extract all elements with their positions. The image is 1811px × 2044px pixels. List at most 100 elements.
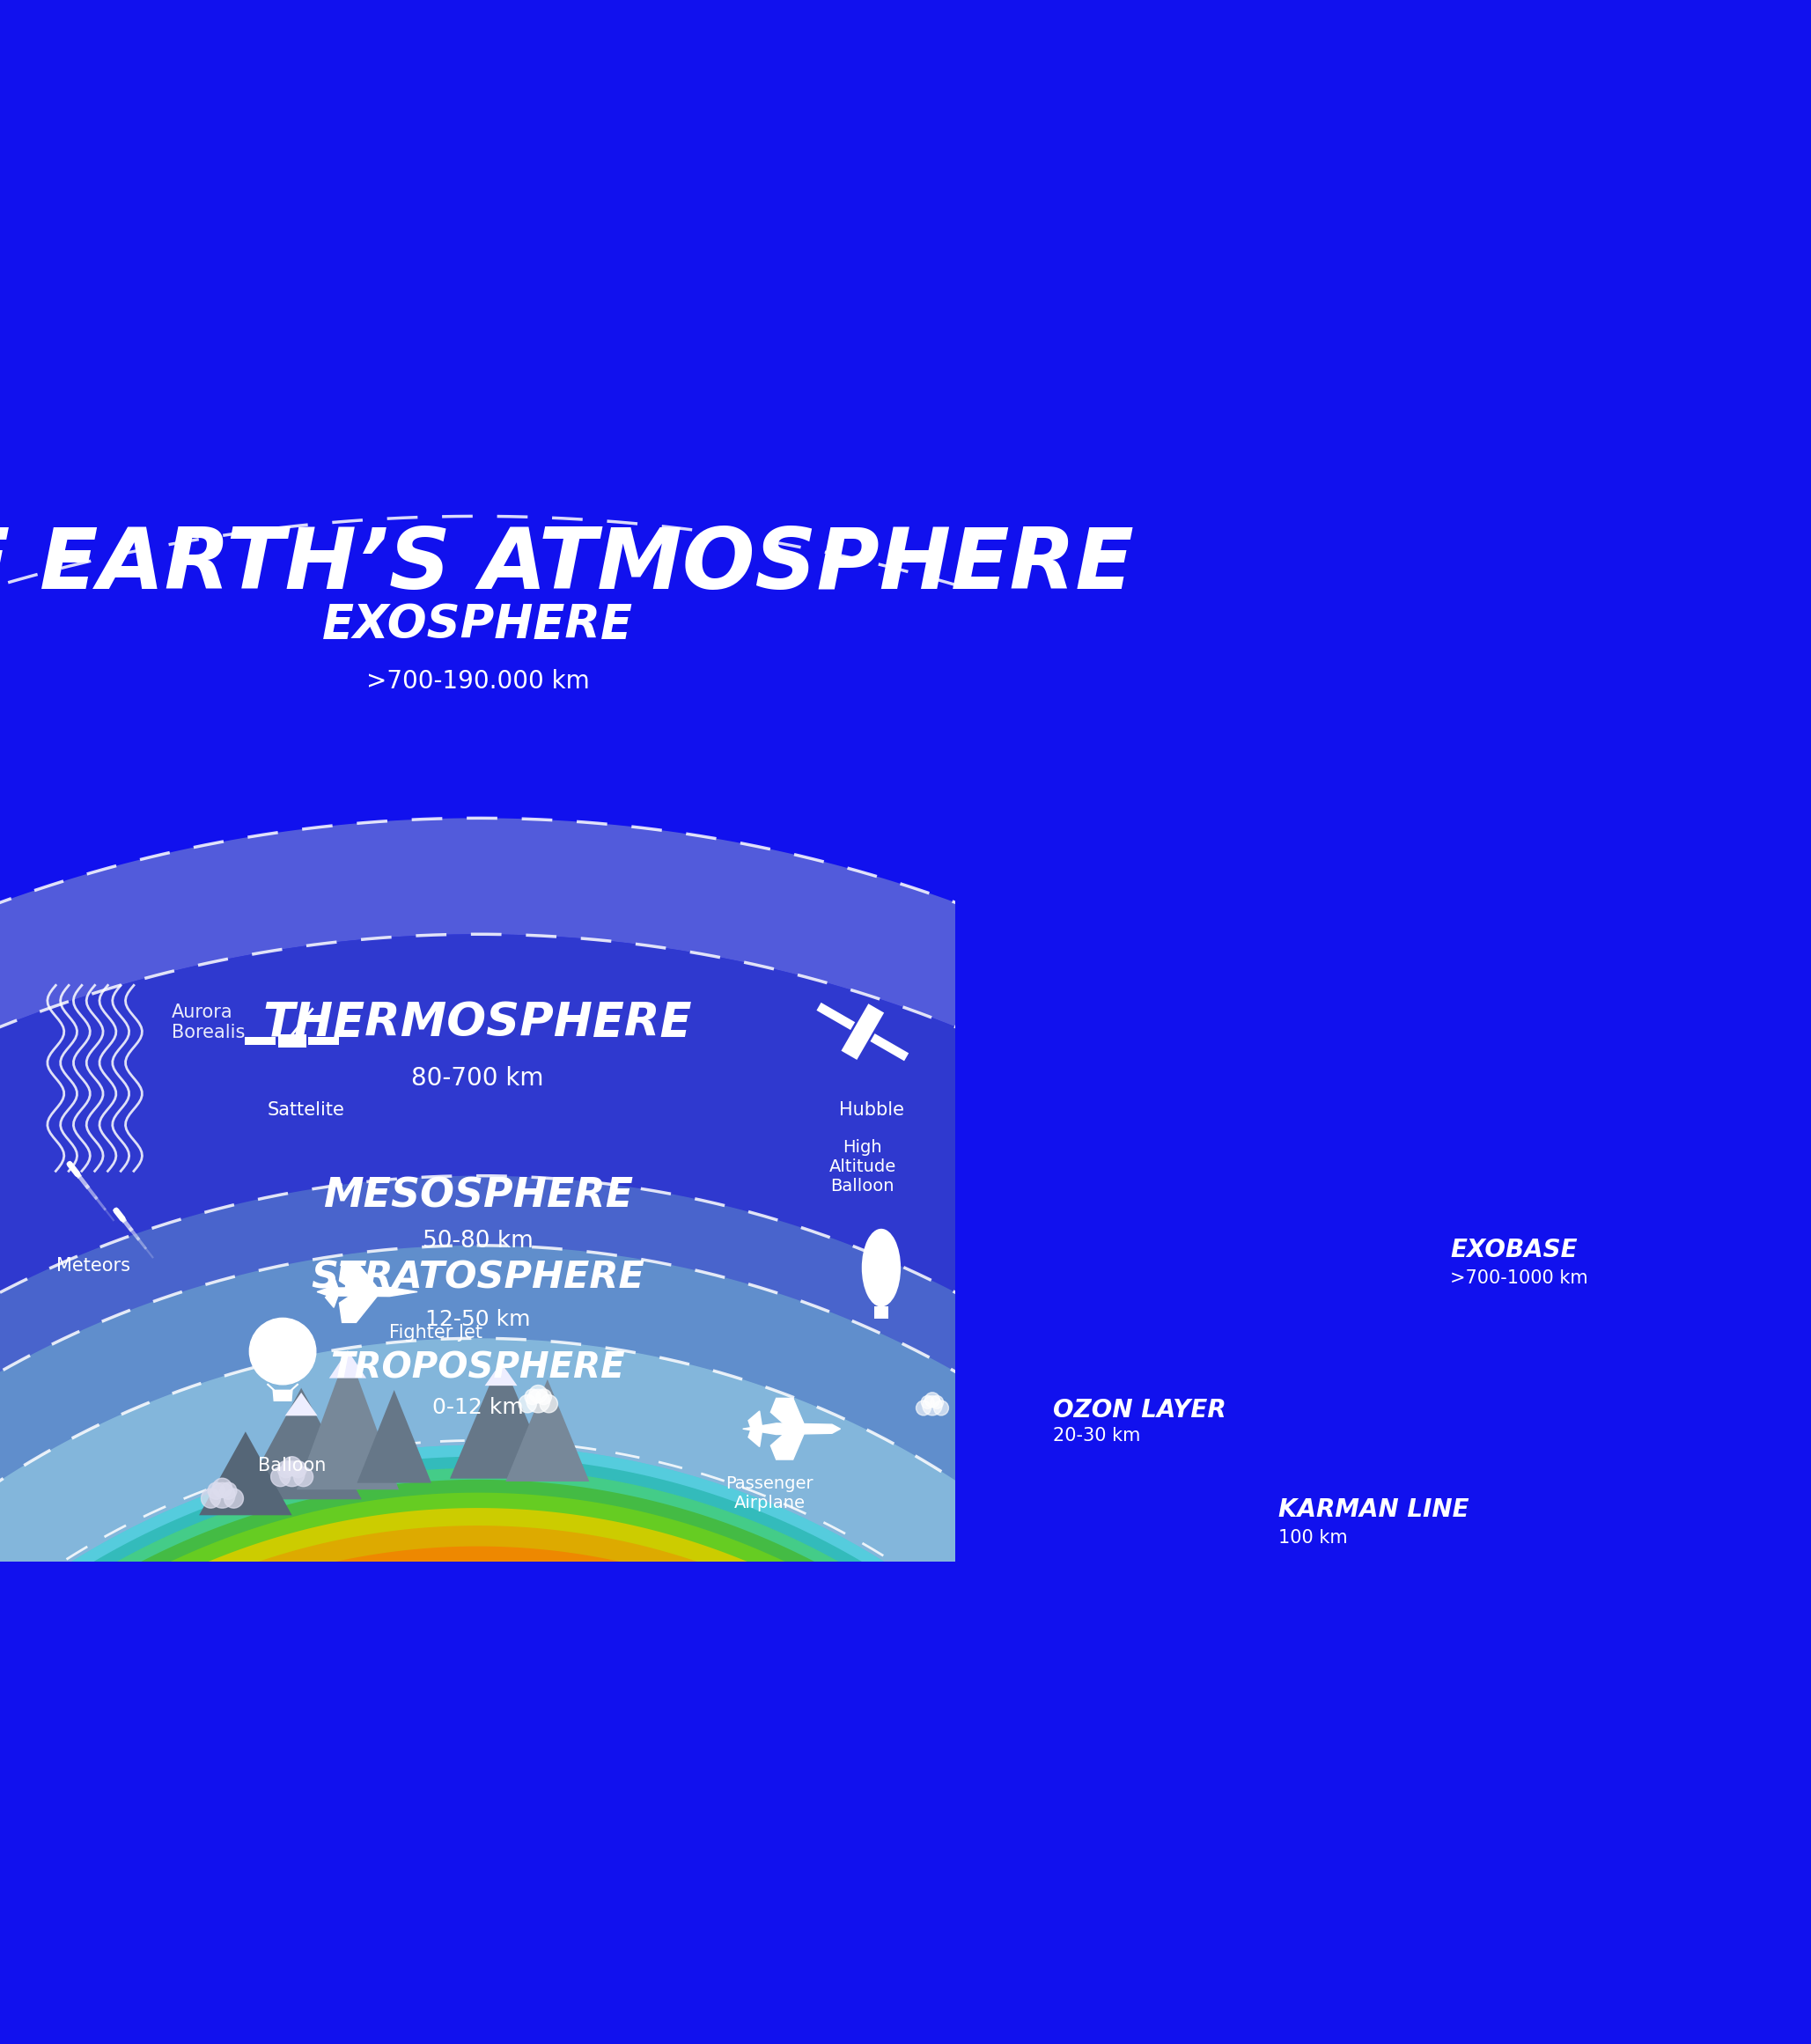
Polygon shape — [771, 1433, 804, 1459]
Text: 20-30 km: 20-30 km — [1054, 1427, 1141, 1445]
Polygon shape — [339, 1292, 378, 1322]
Circle shape — [898, 2013, 916, 2032]
Text: THERMOSPHERE: THERMOSPHERE — [263, 1000, 692, 1044]
Circle shape — [208, 1482, 225, 1500]
Circle shape — [47, 1844, 65, 1860]
Text: 0-12 km: 0-12 km — [433, 1398, 523, 1419]
Circle shape — [922, 1396, 942, 1414]
Circle shape — [212, 1478, 232, 1498]
Polygon shape — [284, 1392, 317, 1416]
Circle shape — [210, 1482, 235, 1508]
Circle shape — [906, 2007, 920, 2024]
Circle shape — [525, 1390, 540, 1404]
Polygon shape — [0, 1457, 1244, 2044]
Text: KARMAN LINE: KARMAN LINE — [1279, 1498, 1469, 1523]
Polygon shape — [317, 1288, 417, 1296]
Polygon shape — [357, 1390, 431, 1482]
Circle shape — [272, 1468, 290, 1486]
Polygon shape — [842, 1004, 884, 1059]
Polygon shape — [241, 1388, 362, 1500]
Circle shape — [529, 1386, 547, 1402]
Polygon shape — [339, 1261, 378, 1292]
Circle shape — [934, 1400, 949, 1414]
Polygon shape — [0, 934, 1755, 2044]
Circle shape — [38, 1836, 54, 1852]
Polygon shape — [330, 1351, 366, 1378]
Polygon shape — [0, 1576, 1244, 2044]
Circle shape — [63, 1737, 81, 1756]
Circle shape — [85, 1737, 105, 1756]
Polygon shape — [449, 1357, 552, 1478]
Circle shape — [931, 1396, 944, 1408]
Text: MESOSPHERE: MESOSPHERE — [322, 1177, 632, 1216]
Text: Fighter Jet: Fighter Jet — [389, 1325, 482, 1343]
Polygon shape — [308, 1036, 339, 1044]
Circle shape — [922, 1396, 934, 1408]
Circle shape — [290, 1461, 306, 1478]
Polygon shape — [0, 1508, 1244, 2044]
Text: 50-80 km: 50-80 km — [422, 1228, 532, 1253]
Circle shape — [81, 1729, 98, 1748]
Circle shape — [69, 1729, 87, 1748]
Text: EXOBASE: EXOBASE — [1451, 1239, 1577, 1263]
Polygon shape — [743, 1423, 840, 1435]
Polygon shape — [0, 1339, 1351, 2044]
Circle shape — [925, 1392, 940, 1406]
Polygon shape — [0, 1445, 1244, 2044]
Text: STRATOSPHERE: STRATOSPHERE — [311, 1259, 645, 1296]
Circle shape — [29, 1844, 45, 1860]
Polygon shape — [277, 1034, 306, 1047]
Text: >700-1000 km: >700-1000 km — [1451, 1269, 1588, 1286]
Polygon shape — [0, 1468, 1244, 2044]
Circle shape — [201, 1488, 221, 1508]
Text: >700-190.000 km: >700-190.000 km — [366, 668, 589, 693]
Polygon shape — [871, 1034, 909, 1061]
Polygon shape — [771, 1398, 804, 1425]
Polygon shape — [326, 1292, 339, 1308]
Circle shape — [277, 1461, 295, 1478]
Polygon shape — [0, 1492, 1244, 2044]
Circle shape — [907, 2007, 931, 2032]
Polygon shape — [199, 1431, 292, 1515]
Polygon shape — [297, 1351, 398, 1490]
Circle shape — [540, 1394, 558, 1412]
Circle shape — [250, 1318, 315, 1384]
Text: 80-700 km: 80-700 km — [411, 1065, 543, 1091]
Circle shape — [45, 1840, 58, 1854]
Circle shape — [225, 1488, 243, 1508]
Circle shape — [71, 1731, 96, 1756]
Polygon shape — [875, 1306, 887, 1318]
Circle shape — [536, 1390, 552, 1404]
Circle shape — [279, 1461, 304, 1486]
Polygon shape — [748, 1410, 762, 1429]
Text: Hubble: Hubble — [838, 1102, 904, 1118]
Circle shape — [518, 1394, 536, 1412]
Polygon shape — [272, 1390, 293, 1402]
Circle shape — [909, 2003, 927, 2022]
Polygon shape — [326, 1275, 339, 1292]
Circle shape — [920, 2013, 938, 2032]
Text: High
Altitude
Balloon: High Altitude Balloon — [829, 1139, 896, 1194]
Text: 12-50 km: 12-50 km — [426, 1308, 531, 1331]
Text: Aurora
Borealis: Aurora Borealis — [172, 1004, 244, 1042]
Circle shape — [916, 1400, 931, 1414]
Circle shape — [36, 1840, 58, 1860]
Text: THE EARTH’S ATMOSPHERE: THE EARTH’S ATMOSPHERE — [0, 525, 1134, 607]
Text: 100 km: 100 km — [1279, 1529, 1347, 1547]
Polygon shape — [0, 1445, 1244, 2044]
Polygon shape — [0, 1547, 1244, 2044]
Polygon shape — [0, 1480, 1244, 2044]
Polygon shape — [244, 1036, 275, 1044]
Text: Meteors: Meteors — [56, 1257, 130, 1275]
Polygon shape — [817, 1002, 855, 1030]
Polygon shape — [505, 1380, 589, 1482]
Circle shape — [283, 1457, 302, 1476]
Circle shape — [74, 1725, 94, 1746]
Polygon shape — [748, 1429, 762, 1447]
Polygon shape — [0, 1245, 1443, 2044]
Text: TROPOSPHERE: TROPOSPHERE — [330, 1351, 625, 1386]
Circle shape — [293, 1468, 313, 1486]
Circle shape — [527, 1390, 551, 1412]
Text: Balloon: Balloon — [257, 1457, 326, 1474]
Text: Passenger
Airplane: Passenger Airplane — [726, 1476, 813, 1511]
